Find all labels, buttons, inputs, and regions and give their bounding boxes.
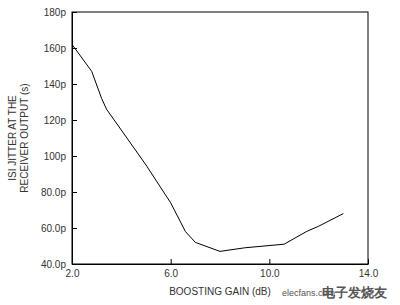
y-axis-title-line: RECEIVER OUTPUT (s) (19, 83, 30, 192)
y-axis-title-line: ISI JITTER AT THE (7, 95, 18, 181)
x-tick-label: 2.0 (66, 268, 80, 279)
y-tick-mark (72, 12, 77, 13)
x-tick: 14.0 (359, 259, 379, 279)
x-tick-label: 14.0 (359, 268, 379, 279)
plot: 2.0 6.0 10.0 14.0 40.0p 60.0p 80.0p 100p 120p 140… (41, 7, 379, 279)
y-tick: 180p (44, 7, 77, 18)
plot-frame (72, 12, 368, 264)
y-tick-mark (72, 156, 77, 157)
y-tick-label: 140p (44, 79, 67, 90)
watermark: 电子发烧友 (322, 285, 387, 300)
y-tick: 120p (44, 115, 77, 126)
y-tick-label: 120p (44, 115, 67, 126)
y-axis: 40.0p 60.0p 80.0p 100p 120p 140p 160p 180p (41, 7, 77, 270)
x-tick-mark (171, 259, 172, 264)
y-tick-label: 100p (44, 151, 67, 162)
y-tick-mark (72, 120, 77, 121)
y-tick-mark (72, 264, 77, 265)
data-line (72, 44, 343, 251)
y-tick-label: 160p (44, 43, 67, 54)
y-tick: 100p (44, 151, 77, 162)
series-group (72, 44, 343, 251)
y-tick-mark (72, 192, 77, 193)
y-tick-label: 80.0p (41, 187, 66, 198)
x-tick: 6.0 (164, 259, 178, 279)
y-axis-line (72, 13, 73, 265)
x-axis-line (73, 264, 369, 265)
x-tick: 10.0 (260, 259, 280, 279)
y-tick-mark (72, 84, 77, 85)
y-tick: 80.0p (41, 187, 77, 198)
chart: 2.0 6.0 10.0 14.0 40.0p 60.0p 80.0p 100p 120p 140… (0, 0, 400, 305)
x-axis: 2.0 6.0 10.0 14.0 (66, 259, 379, 279)
y-tick-label: 60.0p (41, 223, 66, 234)
y-tick-label: 180p (44, 7, 67, 18)
y-tick-mark (72, 228, 77, 229)
y-tick-label: 40.0p (41, 259, 66, 270)
x-tick-label: 6.0 (164, 268, 178, 279)
y-tick: 40.0p (41, 259, 77, 270)
x-axis-title: BOOSTING GAIN (dB) (169, 286, 271, 297)
y-axis-title: ISI JITTER AT THERECEIVER OUTPUT (s) (7, 83, 30, 192)
x-tick-mark (368, 259, 369, 264)
x-tick-mark (269, 259, 270, 264)
y-tick: 60.0p (41, 223, 77, 234)
x-tick-label: 10.0 (260, 268, 280, 279)
y-tick: 140p (44, 79, 77, 90)
y-tick: 160p (44, 43, 77, 54)
